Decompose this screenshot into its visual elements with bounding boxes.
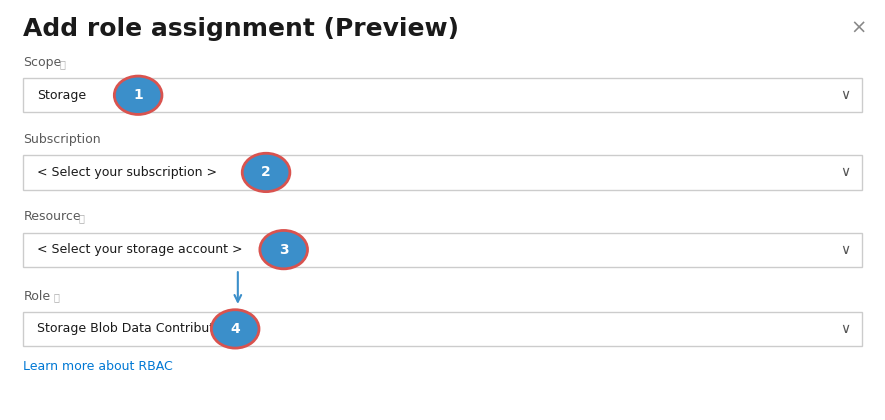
Text: ∨: ∨ (841, 243, 850, 257)
Ellipse shape (260, 231, 307, 269)
Text: Add role assignment (Preview): Add role assignment (Preview) (23, 16, 459, 40)
Text: Storage Blob Data Contributor ⓘ: Storage Blob Data Contributor ⓘ (36, 323, 238, 336)
Text: Learn more about RBAC: Learn more about RBAC (23, 360, 173, 373)
Text: < Select your subscription >: < Select your subscription > (36, 166, 217, 179)
Text: Scope: Scope (23, 56, 62, 69)
Text: Role: Role (23, 290, 50, 303)
FancyBboxPatch shape (23, 233, 862, 267)
Text: ⓘ: ⓘ (53, 293, 59, 303)
Text: ×: × (850, 19, 867, 38)
FancyBboxPatch shape (23, 155, 862, 189)
Text: Storage: Storage (36, 89, 86, 102)
Ellipse shape (212, 310, 259, 348)
Text: 2: 2 (261, 165, 271, 179)
Text: 1: 1 (134, 88, 143, 102)
Text: Resource: Resource (23, 210, 81, 223)
Text: < Select your storage account >: < Select your storage account > (36, 243, 242, 256)
Text: ⓘ: ⓘ (79, 213, 85, 223)
Text: ⓘ: ⓘ (59, 59, 65, 69)
Ellipse shape (114, 76, 162, 115)
Ellipse shape (242, 153, 290, 192)
Text: ∨: ∨ (841, 88, 850, 102)
FancyBboxPatch shape (23, 78, 862, 113)
FancyBboxPatch shape (23, 312, 862, 346)
Text: 3: 3 (279, 243, 289, 257)
Text: Subscription: Subscription (23, 133, 101, 146)
Text: ∨: ∨ (841, 165, 850, 179)
Text: ∨: ∨ (841, 322, 850, 336)
Text: 4: 4 (230, 322, 240, 336)
